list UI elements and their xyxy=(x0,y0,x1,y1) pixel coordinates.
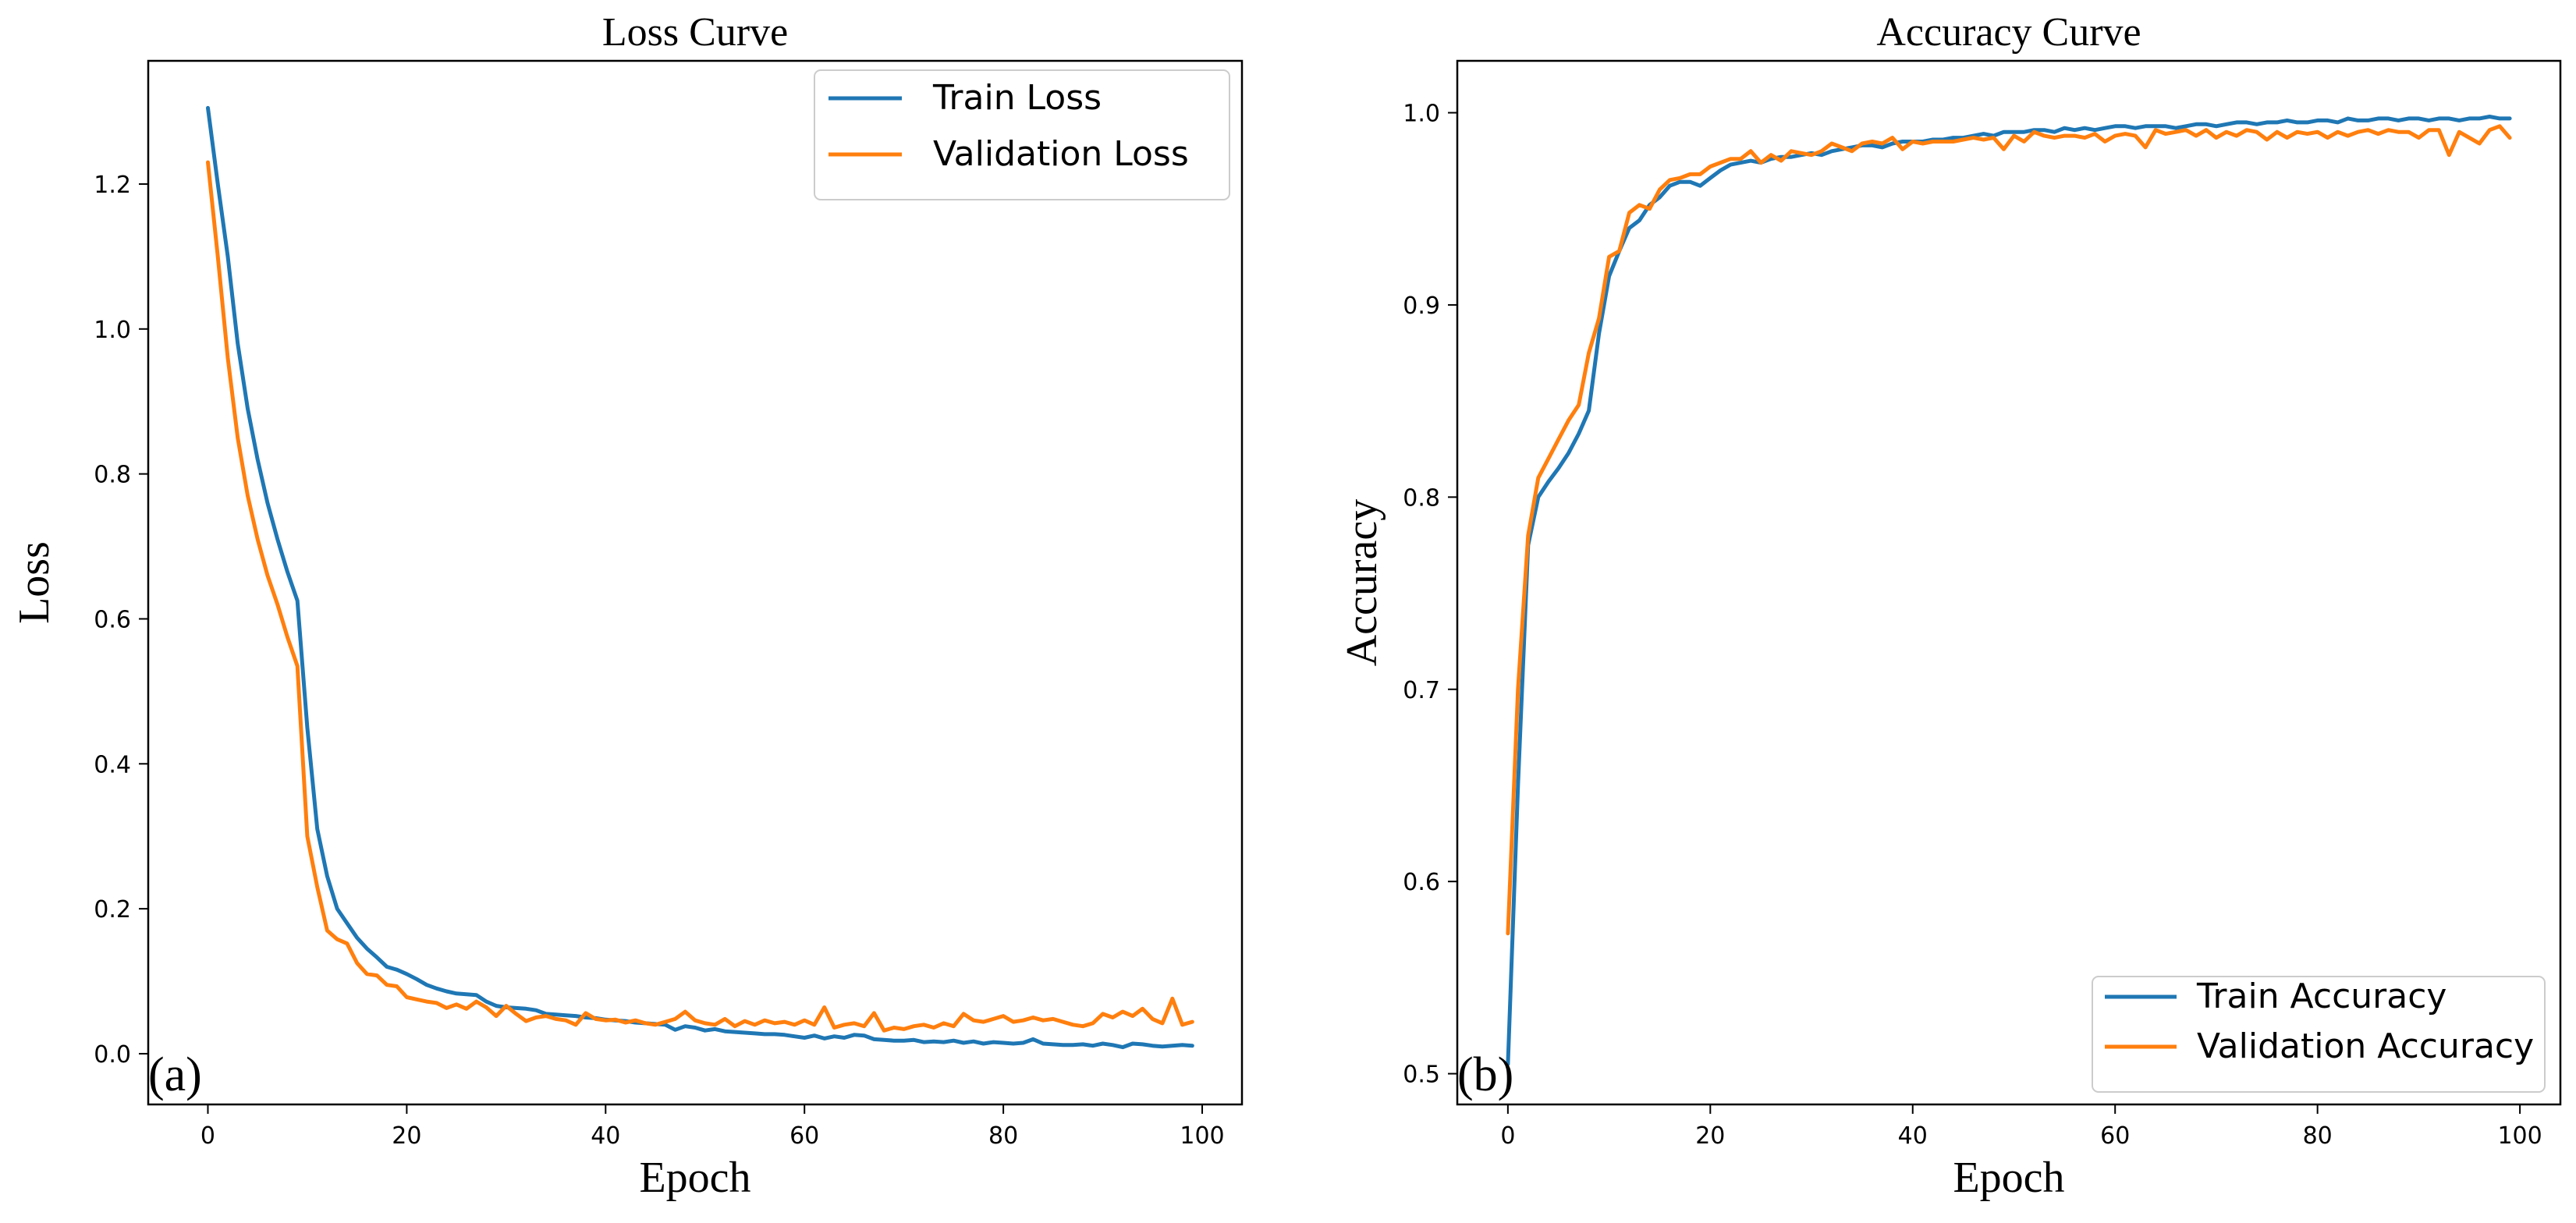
panel-tag: (a) xyxy=(148,1048,202,1101)
y-tick-label: 0.5 xyxy=(1403,1062,1440,1089)
x-tick-label: 40 xyxy=(1898,1122,1928,1150)
legend-label: Train Loss xyxy=(932,78,1102,118)
y-tick-label: 1.0 xyxy=(1403,101,1440,128)
y-tick-label: 0.6 xyxy=(94,606,131,633)
x-tick-label: 60 xyxy=(2100,1122,2130,1150)
loss-curve-panel: Loss Curve 0 20 40 60 80 100 0.0 0.2 0.4 0.6 0.8 1.0… xyxy=(10,10,1244,1202)
legend-box xyxy=(2092,976,2546,1093)
y-tick-label: 0.0 xyxy=(94,1041,131,1069)
y-tick-label: 0.9 xyxy=(1403,292,1440,320)
x-tick-label: 40 xyxy=(591,1122,620,1150)
y-tick-label: 0.2 xyxy=(94,896,131,923)
legend-label: Validation Loss xyxy=(933,134,1189,174)
legend-box xyxy=(814,69,1230,200)
x-tick-label: 0 xyxy=(1500,1122,1515,1150)
x-tick-label: 80 xyxy=(988,1122,1018,1150)
y-axis-label: Accuracy xyxy=(1338,499,1386,667)
accuracy-curve-panel: Accuracy Curve 0 20 40 60 80 100 0.5 0.6 0.7 0.8 0.… xyxy=(1338,10,2562,1202)
y-tick-label: 0.6 xyxy=(1403,869,1440,896)
x-tick-label: 100 xyxy=(2497,1122,2542,1150)
x-tick-label: 20 xyxy=(1695,1122,1725,1150)
series-line-validation-accuracy xyxy=(1506,124,2512,936)
y-tick-label: 0.7 xyxy=(1403,677,1440,704)
x-tick-label: 80 xyxy=(2303,1122,2333,1150)
series-line-train-loss xyxy=(206,105,1194,1050)
plot-frame xyxy=(147,59,1244,1106)
y-axis-label: Loss xyxy=(10,541,59,624)
series-line-validation-loss xyxy=(206,160,1194,1033)
x-tick-label: 20 xyxy=(392,1122,421,1150)
x-tick-label: 100 xyxy=(1180,1122,1224,1150)
y-tick-label: 1.0 xyxy=(94,317,131,344)
panel-tag: (b) xyxy=(1457,1048,1513,1101)
plot-frame xyxy=(1456,59,2562,1106)
legend-label: Validation Accuracy xyxy=(2197,1026,2534,1066)
x-tick-label: 0 xyxy=(200,1122,215,1150)
chart-title: Accuracy Curve xyxy=(1876,10,2141,55)
y-tick-label: 0.8 xyxy=(1403,484,1440,512)
y-tick-label: 0.4 xyxy=(94,751,131,778)
legend-label: Train Accuracy xyxy=(2196,977,2446,1016)
x-axis-label: Epoch xyxy=(1953,1154,2064,1202)
y-tick-label: 1.2 xyxy=(94,172,131,199)
y-tick-label: 0.8 xyxy=(94,462,131,489)
x-axis-label: Epoch xyxy=(639,1154,750,1202)
chart-title: Loss Curve xyxy=(602,10,788,55)
x-tick-label: 60 xyxy=(789,1122,819,1150)
series-line-train-accuracy xyxy=(1506,115,2512,1066)
